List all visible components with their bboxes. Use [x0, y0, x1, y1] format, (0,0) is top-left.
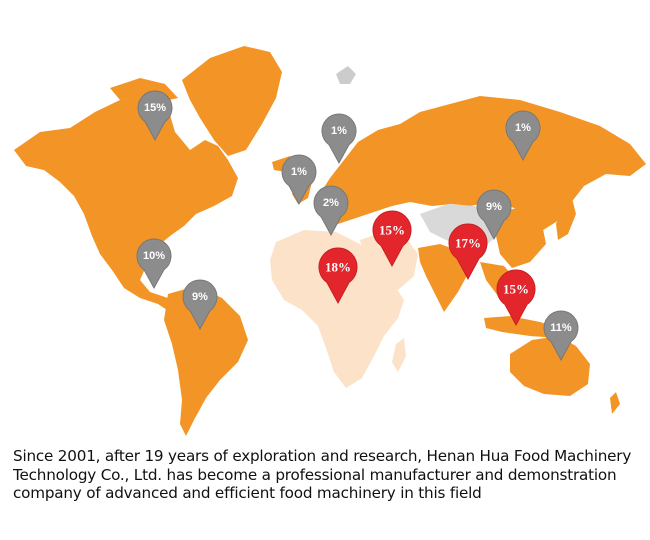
marker-pin-shape [313, 185, 349, 237]
svalbard-landmass [336, 66, 356, 84]
marker-europe: 2% [313, 185, 349, 237]
australia-landmass [510, 336, 590, 396]
marker-greenland-east: 1% [321, 113, 357, 165]
marker-russia: 1% [505, 110, 541, 162]
new-zealand-landmass [610, 392, 620, 414]
marker-pin-shape [281, 154, 317, 206]
east-asia-landmass [494, 208, 546, 268]
marker-percent-label: 11% [550, 322, 572, 334]
marker-percent-label: 15% [379, 223, 405, 238]
africa-landmass [270, 230, 404, 388]
marker-uk: 1% [281, 154, 317, 206]
marker-pin-shape [448, 223, 488, 281]
marker-pin-shape [476, 189, 512, 241]
marker-percent-label: 2% [323, 197, 339, 209]
marker-pin-shape [496, 269, 536, 327]
world-map: 15% 1% 1% 1% 2% 9% 15% 17% 18% 15% 10% 9% 11% [14, 46, 646, 436]
marker-australia: 11% [543, 310, 579, 362]
japan-landmass [556, 198, 576, 240]
madagascar-landmass [392, 338, 406, 372]
north-america-landmass [14, 96, 238, 312]
marker-percent-label: 1% [515, 122, 531, 134]
marker-percent-label: 17% [455, 236, 481, 251]
caption-text: Since 2001, after 19 years of exploratio… [13, 447, 632, 503]
marker-pin-shape [182, 279, 218, 331]
marker-china: 9% [476, 189, 512, 241]
marker-middle-east: 15% [372, 210, 412, 268]
marker-southeast-asia: 15% [496, 269, 536, 327]
south-america-landmass [164, 286, 248, 436]
marker-pin-shape [372, 210, 412, 268]
markers-layer: 15% 1% 1% 1% 2% 9% 15% 17% 18% 15% 10% 9% 11% [136, 90, 579, 362]
marker-pin-shape [136, 238, 172, 290]
marker-pin-shape [321, 113, 357, 165]
marker-percent-label: 9% [486, 201, 502, 213]
marker-percent-label: 10% [143, 250, 165, 262]
eurasia-landmass [316, 96, 646, 232]
marker-percent-label: 1% [331, 125, 347, 137]
marker-canada: 15% [137, 90, 173, 142]
marker-pin-shape [505, 110, 541, 162]
marker-percent-label: 15% [503, 282, 529, 297]
marker-percent-label: 18% [325, 260, 351, 275]
world-map-canvas: 15% 1% 1% 1% 2% 9% 15% 17% 18% 15% 10% 9% 11% [14, 46, 646, 436]
marker-pin-shape [318, 247, 358, 305]
marker-pin-shape [137, 90, 173, 142]
greenland-landmass [182, 46, 282, 156]
marker-percent-label: 1% [291, 166, 307, 178]
marker-pin-shape [543, 310, 579, 362]
marker-percent-label: 15% [144, 102, 166, 114]
south-asia-landmass [418, 244, 470, 312]
marker-south-america: 9% [182, 279, 218, 331]
marker-percent-label: 9% [192, 291, 208, 303]
marker-north-africa: 18% [318, 247, 358, 305]
marker-usa: 10% [136, 238, 172, 290]
marker-south-asia: 17% [448, 223, 488, 281]
